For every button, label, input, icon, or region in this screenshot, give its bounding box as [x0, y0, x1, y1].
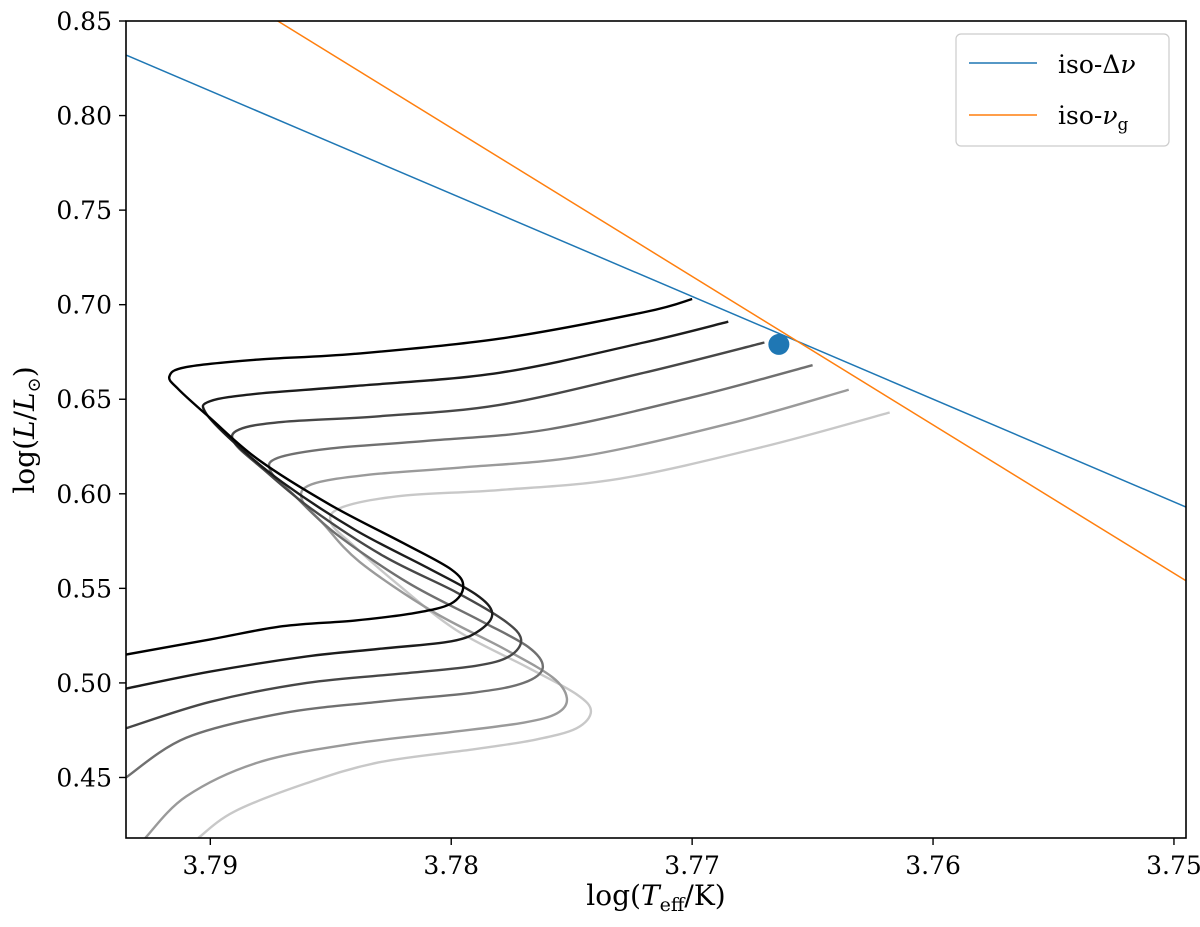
series-track-4 [126, 364, 813, 779]
iso-dnu-line [126, 54, 1186, 508]
y-axis-label: log(L/L⊙) [8, 366, 45, 493]
series-track-1 [126, 297, 693, 656]
series-track-6 [197, 411, 890, 838]
y-axis-ticks: 0.45 0.50 0.55 0.60 0.65 0.70 0.75 0.80 0.85 [56, 7, 126, 792]
legend-label-iso-nug: iso-νg [1058, 101, 1129, 135]
y-tick-label: 0.50 [56, 669, 112, 698]
y-tick-label: 0.65 [56, 385, 112, 414]
y-tick-label: 0.80 [56, 102, 112, 131]
x-tick-label: 3.75 [1146, 851, 1200, 880]
x-tick-label: 3.76 [905, 851, 961, 880]
reference-lines-layer [126, 21, 1186, 582]
y-tick-label: 0.60 [56, 480, 112, 509]
x-tick-label: 3.77 [664, 851, 720, 880]
plot-frame [125, 20, 1187, 839]
legend: iso-Δν iso-νg [955, 33, 1170, 147]
x-tick-label: 3.79 [182, 851, 238, 880]
intersection-marker [768, 333, 790, 355]
legend-box [955, 33, 1170, 147]
x-axis-ticks: 3.79 3.78 3.77 3.76 3.75 [182, 838, 1200, 880]
series-track-5 [144, 388, 850, 838]
x-axis-label: log(Teff/K) [586, 879, 725, 916]
y-tick-label: 0.55 [56, 574, 112, 603]
series-track-3 [126, 341, 765, 730]
y-tick-label: 0.75 [56, 196, 112, 225]
x-tick-label: 3.78 [423, 851, 479, 880]
series-layer [126, 297, 890, 838]
marker-layer [768, 333, 790, 355]
series-track-2 [126, 320, 729, 690]
y-tick-label: 0.85 [56, 7, 112, 36]
y-tick-label: 0.45 [56, 763, 112, 792]
y-tick-label: 0.70 [56, 291, 112, 320]
iso-nug-line [277, 21, 1186, 582]
legend-label-iso-dnu: iso-Δν [1058, 50, 1136, 79]
